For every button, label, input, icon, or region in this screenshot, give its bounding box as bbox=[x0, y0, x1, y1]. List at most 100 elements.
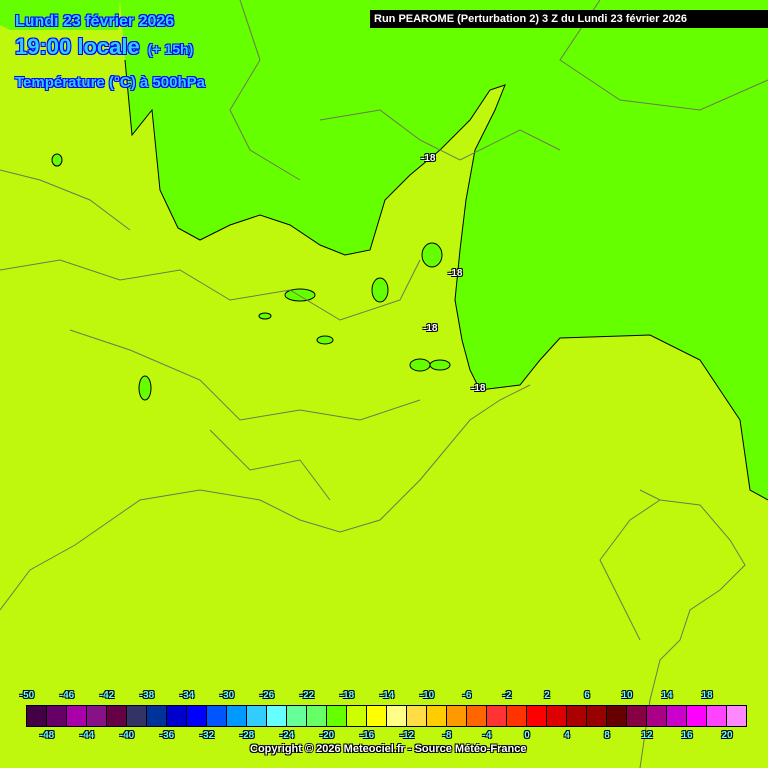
copyright: Copyright © 2026 Meteociel.fr - Source M… bbox=[250, 743, 527, 755]
legend-label-bottom: 8 bbox=[604, 730, 610, 741]
legend-label-bottom: 12 bbox=[641, 730, 653, 741]
legend-color-box bbox=[407, 706, 427, 726]
legend-color-box bbox=[87, 706, 107, 726]
legend-label-top: 2 bbox=[544, 690, 550, 701]
legend-color-box bbox=[187, 706, 207, 726]
contour-label: -18 bbox=[421, 153, 436, 164]
legend-label-top: -30 bbox=[219, 690, 235, 701]
cold-region-below-minus-18 bbox=[120, 0, 768, 500]
legend-color-box bbox=[487, 706, 507, 726]
region-border bbox=[0, 259, 421, 321]
legend-label-bottom: 4 bbox=[564, 730, 570, 741]
legend-label-top: -50 bbox=[19, 690, 35, 701]
legend-label-bottom: -4 bbox=[482, 730, 492, 741]
legend-label-top: -6 bbox=[462, 690, 472, 701]
legend-color-box bbox=[287, 706, 307, 726]
legend-color-box bbox=[607, 706, 627, 726]
coastline bbox=[0, 384, 531, 611]
legend-color-box bbox=[47, 706, 67, 726]
legend-label-top: 18 bbox=[701, 690, 713, 701]
region-border bbox=[0, 169, 131, 231]
legend-label-bottom: -24 bbox=[279, 730, 295, 741]
italy-coastline bbox=[639, 489, 746, 768]
local-time: 19:00 locale bbox=[15, 34, 140, 59]
legend-label-top: -46 bbox=[59, 690, 75, 701]
legend-color-box bbox=[167, 706, 187, 726]
legend-label-top: -26 bbox=[259, 690, 275, 701]
forecast-date: Lundi 23 février 2026 bbox=[15, 13, 175, 30]
legend-label-bottom: -36 bbox=[159, 730, 175, 741]
legend-label-top: -42 bbox=[99, 690, 115, 701]
legend-color-box bbox=[207, 706, 227, 726]
legend-color-box bbox=[227, 706, 247, 726]
legend-color-box bbox=[587, 706, 607, 726]
region-border bbox=[319, 109, 561, 161]
legend-color-box bbox=[347, 706, 367, 726]
legend-label-top: -34 bbox=[179, 690, 195, 701]
run-info: Run PEAROME (Perturbation 2) 3 Z du Lund… bbox=[370, 10, 768, 28]
legend-label-top: -18 bbox=[339, 690, 355, 701]
legend-label-top: 14 bbox=[661, 690, 673, 701]
lead-time: (+ 15h) bbox=[147, 41, 194, 57]
legend-color-box bbox=[327, 706, 347, 726]
legend-color-box bbox=[647, 706, 667, 726]
legend-color-box bbox=[567, 706, 587, 726]
legend-color-box bbox=[147, 706, 167, 726]
region-border bbox=[599, 499, 661, 641]
legend-color-box bbox=[527, 706, 547, 726]
legend-color-box bbox=[627, 706, 647, 726]
legend-color-box bbox=[447, 706, 467, 726]
legend-label-top: -14 bbox=[379, 690, 395, 701]
small-cold-patches bbox=[51, 153, 451, 401]
parameter-title: Température (°C) à 500hPa bbox=[15, 74, 205, 91]
legend-label-bottom: -28 bbox=[239, 730, 255, 741]
legend-color-box bbox=[107, 706, 127, 726]
legend-color-box bbox=[547, 706, 567, 726]
legend-color-box bbox=[687, 706, 707, 726]
legend-color-box bbox=[667, 706, 687, 726]
region-border bbox=[209, 429, 331, 501]
legend-label-bottom: -8 bbox=[442, 730, 452, 741]
legend-color-box bbox=[507, 706, 527, 726]
legend-label-top: -2 bbox=[502, 690, 512, 701]
legend-label-bottom: -48 bbox=[39, 730, 55, 741]
legend-color-box bbox=[67, 706, 87, 726]
legend-color-box bbox=[427, 706, 447, 726]
contour-minus-18 bbox=[124, 59, 768, 501]
contour-label: -18 bbox=[471, 383, 486, 394]
legend-color-box bbox=[387, 706, 407, 726]
legend-color-box bbox=[727, 706, 746, 726]
legend-label-bottom: -40 bbox=[119, 730, 135, 741]
legend-label-bottom: 20 bbox=[721, 730, 733, 741]
legend-color-box bbox=[247, 706, 267, 726]
contour-label: -18 bbox=[423, 323, 438, 334]
legend-label-top: 10 bbox=[621, 690, 633, 701]
cold-region-north-west bbox=[0, 0, 120, 30]
region-border bbox=[69, 329, 421, 421]
legend-label-bottom: -44 bbox=[79, 730, 95, 741]
contour-label: -18 bbox=[448, 268, 463, 279]
color-legend bbox=[26, 705, 747, 727]
legend-color-box bbox=[307, 706, 327, 726]
legend-label-bottom: -20 bbox=[319, 730, 335, 741]
forecast-time: 19:00 locale (+ 15h) bbox=[15, 34, 193, 60]
legend-label-bottom: -32 bbox=[199, 730, 215, 741]
region-border bbox=[229, 0, 301, 181]
legend-label-top: -38 bbox=[139, 690, 155, 701]
legend-color-box bbox=[127, 706, 147, 726]
legend-color-box bbox=[367, 706, 387, 726]
legend-label-bottom: 0 bbox=[524, 730, 530, 741]
legend-label-top: 6 bbox=[584, 690, 590, 701]
legend-label-top: -10 bbox=[419, 690, 435, 701]
legend-color-box bbox=[707, 706, 727, 726]
region-border bbox=[559, 0, 768, 111]
legend-color-box bbox=[467, 706, 487, 726]
legend-label-bottom: -16 bbox=[359, 730, 375, 741]
legend-label-bottom: -12 bbox=[399, 730, 415, 741]
legend-label-top: -22 bbox=[299, 690, 315, 701]
legend-color-box bbox=[27, 706, 47, 726]
legend-color-box bbox=[267, 706, 287, 726]
legend-label-bottom: 16 bbox=[681, 730, 693, 741]
